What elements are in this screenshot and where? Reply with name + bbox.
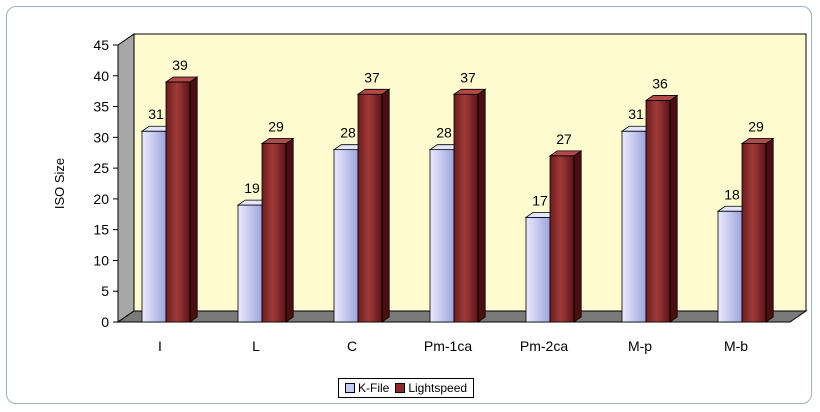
y-axis: 0 5 10 15 20 25 30 35 40 45 xyxy=(93,37,119,330)
data-label-k-file-m-b: 18 xyxy=(724,186,740,202)
data-label-k-file-pm-1ca: 28 xyxy=(436,125,452,141)
y-tick-label: 35 xyxy=(93,99,109,115)
bar-lightspeed-l xyxy=(260,137,295,323)
data-label-lightspeed-i: 39 xyxy=(172,57,188,73)
legend-item-k-file: K-File xyxy=(345,381,389,395)
y-tick-label: 15 xyxy=(93,222,109,238)
legend-label-k-file: K-File xyxy=(358,381,390,395)
legend-swatch-k-file xyxy=(345,383,355,393)
side-wall xyxy=(117,33,135,323)
y-axis-title: ISO Size xyxy=(52,158,67,209)
bar-lightspeed-pm-1ca xyxy=(452,88,487,323)
x-tick-label-c: C xyxy=(347,338,357,354)
data-label-lightspeed-m-p: 36 xyxy=(652,75,668,91)
x-tick-label-pm-1ca: Pm-1ca xyxy=(424,338,472,354)
legend-item-lightspeed: Lightspeed xyxy=(395,381,467,395)
x-tick-label-i: I xyxy=(158,338,162,354)
x-tick-label-m-b: M-b xyxy=(724,338,748,354)
bar-lightspeed-i xyxy=(164,76,199,323)
bar-lightspeed-m-b xyxy=(740,137,775,323)
data-label-k-file-l: 19 xyxy=(244,180,260,196)
x-tick-label-pm-2ca: Pm-2ca xyxy=(520,338,568,354)
legend-swatch-lightspeed xyxy=(395,383,406,393)
y-tick-label: 45 xyxy=(93,37,109,53)
bar-lightspeed-pm-2ca xyxy=(548,150,583,323)
x-tick-label-l: L xyxy=(252,338,260,354)
data-label-k-file-pm-2ca: 17 xyxy=(532,192,548,208)
bars xyxy=(140,76,775,323)
data-label-lightspeed-l: 29 xyxy=(268,119,284,135)
data-label-lightspeed-pm-1ca: 37 xyxy=(460,69,476,85)
legend-label-lightspeed: Lightspeed xyxy=(408,381,468,395)
x-tick-label-m-p: M-p xyxy=(628,338,652,354)
bar-lightspeed-c xyxy=(356,88,391,323)
y-tick-label: 0 xyxy=(101,314,109,330)
y-tick-label: 30 xyxy=(93,129,109,145)
y-tick-label: 40 xyxy=(93,68,109,84)
y-tick-label: 20 xyxy=(93,191,109,207)
data-label-lightspeed-pm-2ca: 27 xyxy=(556,131,572,147)
data-label-k-file-m-p: 31 xyxy=(628,106,644,122)
data-label-lightspeed-m-b: 29 xyxy=(748,119,764,135)
data-label-lightspeed-c: 37 xyxy=(364,69,380,85)
bar-lightspeed-m-p xyxy=(644,94,679,323)
legend: K-File Lightspeed xyxy=(338,378,475,398)
y-tick-label: 5 xyxy=(101,283,109,299)
data-label-k-file-c: 28 xyxy=(340,125,356,141)
labels: 31 39 I 19 29 L 28 37 C 28 37 Pm-1ca 17 27 Pm-2ca 31 36 M… xyxy=(148,57,764,354)
y-tick-label: 25 xyxy=(93,160,109,176)
y-tick-label: 10 xyxy=(93,252,109,268)
data-label-k-file-i: 31 xyxy=(148,106,164,122)
